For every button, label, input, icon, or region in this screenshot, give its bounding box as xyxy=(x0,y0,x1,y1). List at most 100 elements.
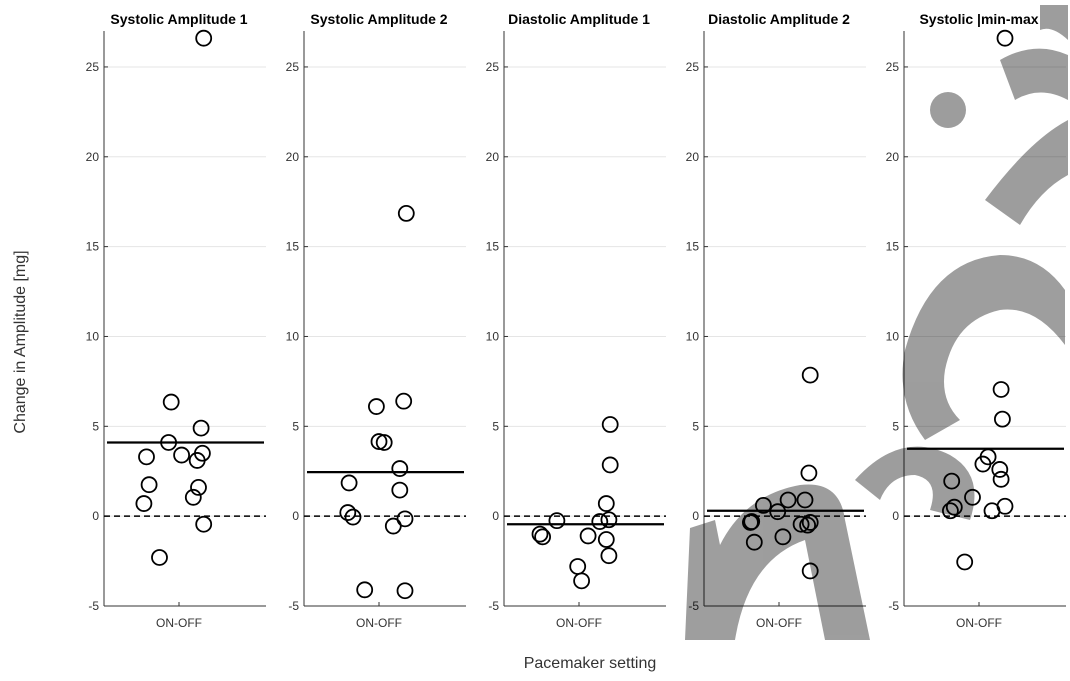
data-point xyxy=(367,398,385,415)
data-point xyxy=(591,513,609,530)
data-point xyxy=(992,381,1010,398)
data-point xyxy=(162,393,180,411)
x-tick-label: ON-OFF xyxy=(756,616,802,630)
data-point xyxy=(375,434,393,451)
data-point xyxy=(391,460,409,477)
panel-title: Systolic Amplitude 1 xyxy=(110,11,247,27)
y-tick-label: -5 xyxy=(288,599,299,613)
y-tick-label: -5 xyxy=(888,599,899,613)
data-point xyxy=(184,488,202,506)
panel-2: -5 0 5 10 15 20 25 ON-OFF Systolic Amplitude 2 xyxy=(286,11,466,630)
y-tick-label: 15 xyxy=(486,240,500,254)
watermark-stroke-1 xyxy=(685,484,870,640)
panel-4: -5 0 5 10 15 20 25 ON-OFF Diastolic Amplitude 2 xyxy=(686,11,866,630)
watermark-dot xyxy=(930,92,966,128)
panel-title: Diastolic Amplitude 1 xyxy=(508,11,650,27)
data-point xyxy=(192,419,210,437)
data-point xyxy=(135,495,153,512)
watermark-stroke-4 xyxy=(985,120,1068,225)
panels: -5 0 5 10 15 20 25 ON-OFF Systolic Amplitude 1 -5… xyxy=(86,11,1066,630)
y-tick-label: 0 xyxy=(692,509,699,523)
data-point xyxy=(799,516,816,534)
data-point xyxy=(597,531,615,548)
data-point xyxy=(339,504,357,521)
data-point xyxy=(991,461,1009,478)
data-point xyxy=(801,514,819,531)
y-tick-label: 0 xyxy=(492,509,499,523)
data-point xyxy=(743,513,761,530)
data-point xyxy=(573,572,590,590)
data-point xyxy=(396,510,414,528)
data-point xyxy=(774,528,792,546)
data-point xyxy=(160,434,178,451)
watermark-stroke-3 xyxy=(902,255,1065,440)
panel-1: -5 0 5 10 15 20 25 ON-OFF Systolic Amplitude 1 xyxy=(86,11,266,630)
data-point xyxy=(344,508,362,526)
data-point xyxy=(979,448,997,466)
y-tick-label: 15 xyxy=(286,240,300,254)
y-tick-label: 5 xyxy=(492,419,499,433)
y-tick-label: 15 xyxy=(86,240,100,254)
data-point xyxy=(800,464,818,482)
data-point xyxy=(548,512,566,530)
data-point xyxy=(190,479,207,496)
data-point xyxy=(792,515,810,533)
data-point xyxy=(193,444,211,462)
y-tick-label: 25 xyxy=(286,60,300,74)
y-tick-label: 10 xyxy=(886,329,900,343)
y-tick-label: 0 xyxy=(92,509,99,523)
data-point xyxy=(801,366,819,384)
y-tick-label: 10 xyxy=(286,329,300,343)
data-point xyxy=(579,527,597,545)
y-tick-label: 10 xyxy=(86,329,100,343)
y-tick-label: 25 xyxy=(486,60,500,74)
y-tick-label: 25 xyxy=(886,60,900,74)
y-tick-label: 20 xyxy=(86,150,100,164)
y-tick-label: 20 xyxy=(486,150,500,164)
y-tick-label: 0 xyxy=(892,509,899,523)
data-point xyxy=(769,503,787,521)
watermark xyxy=(685,5,1068,640)
data-point xyxy=(996,29,1014,47)
y-tick-label: -5 xyxy=(88,599,99,613)
x-tick-label: ON-OFF xyxy=(556,616,602,630)
y-tick-label: 25 xyxy=(86,60,100,74)
data-point xyxy=(996,497,1014,515)
data-point xyxy=(600,547,618,565)
data-point xyxy=(943,472,961,490)
data-point xyxy=(992,470,1010,488)
y-tick-label: 20 xyxy=(286,150,300,164)
data-point xyxy=(569,558,587,575)
data-point xyxy=(397,204,415,222)
y-tick-label: 25 xyxy=(686,60,700,74)
y-tick-label: 5 xyxy=(292,419,299,433)
y-tick-label: 5 xyxy=(892,419,899,433)
watermark-stroke-2 xyxy=(855,446,975,520)
data-point xyxy=(964,488,981,506)
x-tick-label: ON-OFF xyxy=(356,616,402,630)
data-point xyxy=(942,502,959,520)
y-tick-label: 0 xyxy=(292,509,299,523)
data-point xyxy=(340,474,358,492)
data-point xyxy=(356,581,374,599)
data-point xyxy=(600,511,618,529)
y-axis-label: Change in Amplitude [mg] xyxy=(12,250,29,433)
data-point xyxy=(601,416,619,433)
watermark-stroke-5 xyxy=(1000,48,1068,100)
data-point xyxy=(994,410,1011,428)
y-tick-label: 15 xyxy=(886,240,900,254)
y-tick-label: 10 xyxy=(486,329,500,343)
data-point xyxy=(138,448,155,466)
data-point xyxy=(396,582,414,600)
data-point xyxy=(745,533,763,551)
y-tick-label: 10 xyxy=(686,329,700,343)
y-tick-label: -5 xyxy=(488,599,499,613)
panel-3: -5 0 5 10 15 20 25 ON-OFF Diastolic Amplitude 1 xyxy=(486,11,666,630)
panel-5: -5 0 5 10 15 20 25 ON-OFF Systolic |min-max xyxy=(886,11,1066,630)
data-point xyxy=(531,525,549,543)
y-tick-label: 15 xyxy=(686,240,700,254)
data-point xyxy=(601,456,619,474)
data-point xyxy=(151,549,168,566)
data-point xyxy=(801,562,819,580)
